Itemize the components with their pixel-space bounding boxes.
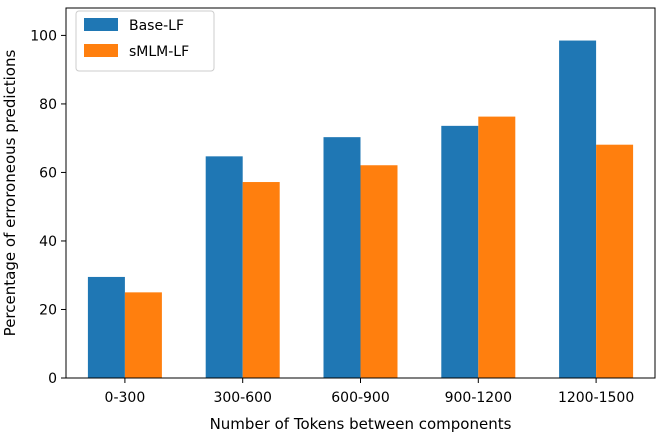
plot-frame: [65, 7, 656, 379]
legend-label-smlm-lf: sMLM-LF: [129, 44, 189, 60]
bar-smlm-lf-300-600: [242, 182, 280, 378]
bar-base-lf-0-300: [87, 276, 125, 378]
x-tick-label: 1200-1500: [558, 390, 634, 406]
y-axis: 0 20 40 60 80 100: [30, 28, 66, 387]
legend-swatch-base-lf: [84, 18, 118, 31]
y-tick-label: 20: [39, 302, 57, 318]
bars-group: [87, 40, 634, 378]
bar-smlm-lf-600-900: [360, 165, 398, 378]
y-tick-label: 40: [39, 234, 57, 250]
x-axis: 0-300 300-600 600-900 900-1200 1200-1500: [105, 378, 634, 406]
bar-base-lf-900-1200: [441, 125, 479, 378]
legend-label-base-lf: Base-LF: [129, 18, 184, 34]
legend: Base-LF sMLM-LF: [75, 10, 215, 72]
bar-base-lf-600-900: [323, 137, 361, 378]
bar-smlm-lf-900-1200: [478, 116, 516, 378]
y-tick-label: 0: [48, 371, 57, 387]
x-tick-label: 0-300: [105, 390, 146, 406]
y-tick-label: 60: [39, 165, 57, 181]
bar-smlm-lf-1200-1500: [596, 144, 634, 378]
bar-base-lf-1200-1500: [559, 40, 597, 378]
x-axis-label: Number of Tokens between components: [210, 415, 512, 433]
y-tick-label: 100: [30, 28, 57, 44]
x-tick-label: 900-1200: [445, 390, 512, 406]
y-axis-label: Percentage of erroroneous predictions: [1, 50, 19, 337]
bar-smlm-lf-0-300: [124, 292, 162, 378]
x-tick-label: 300-600: [213, 390, 272, 406]
legend-swatch-smlm-lf: [84, 44, 118, 57]
x-tick-label: 600-900: [331, 390, 390, 406]
bar-base-lf-300-600: [205, 156, 243, 378]
y-tick-label: 80: [39, 97, 57, 113]
